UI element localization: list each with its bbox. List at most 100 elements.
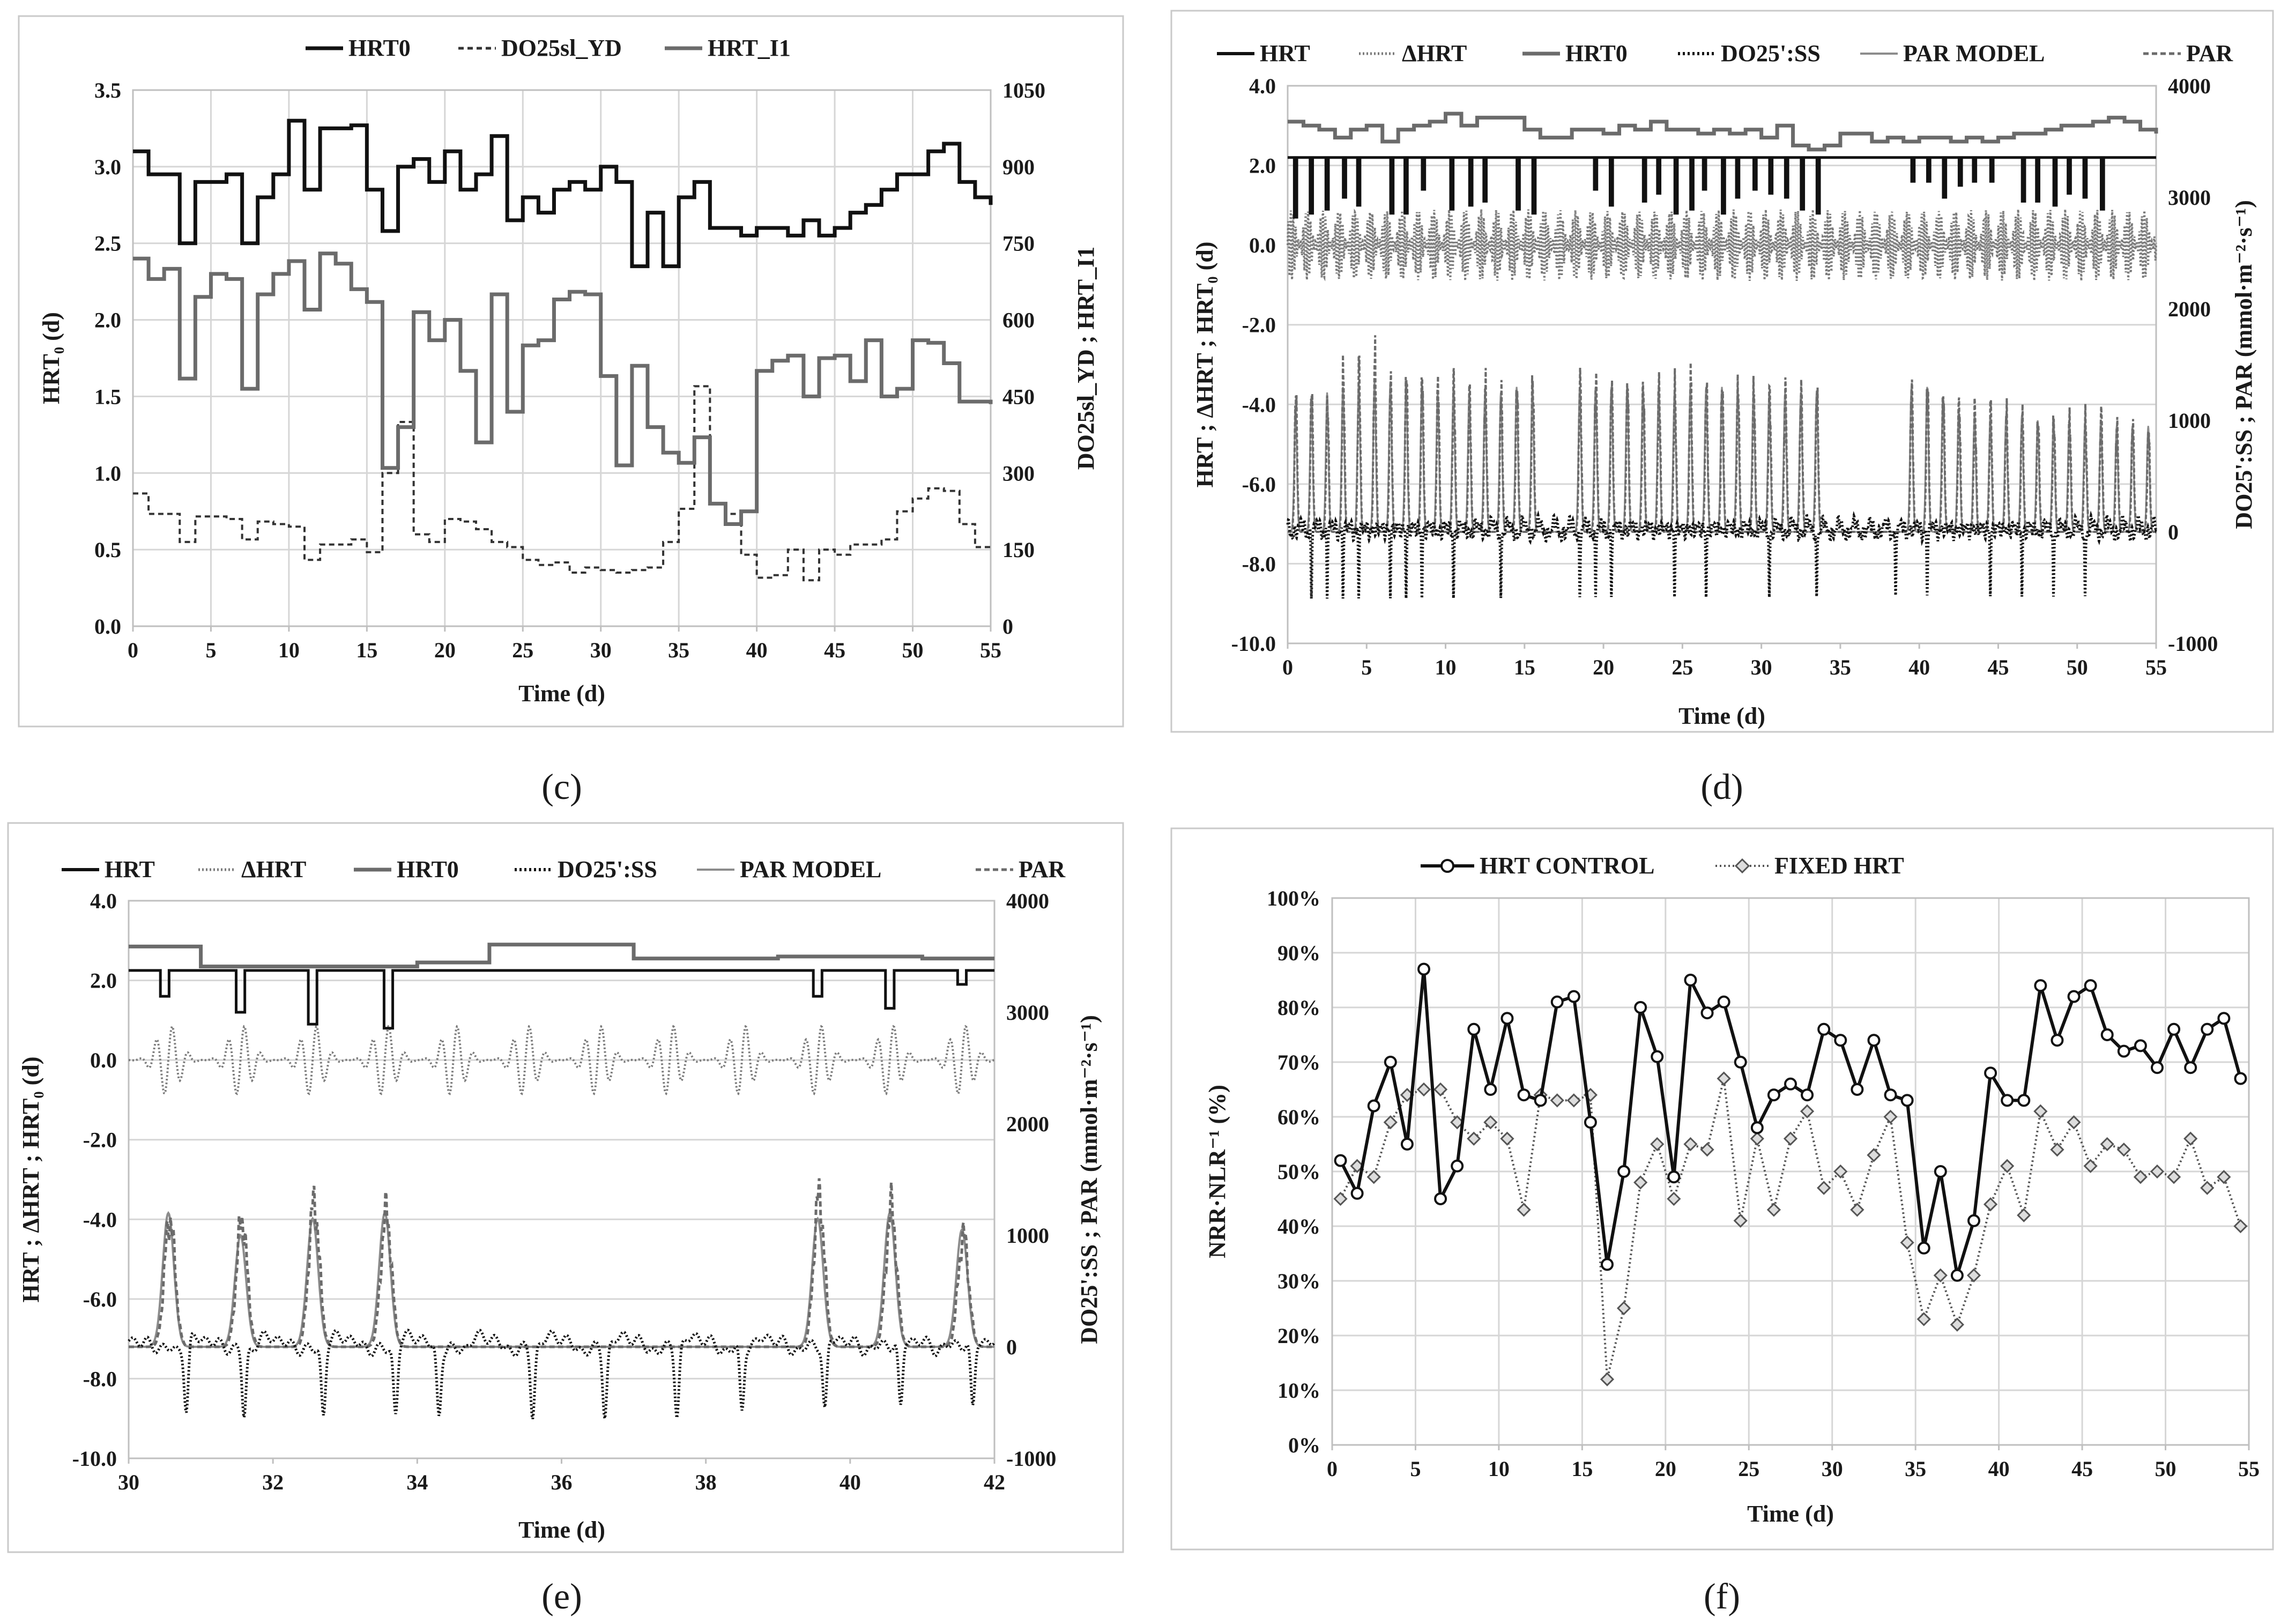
point-fixed-hrt xyxy=(1766,1203,1781,1217)
point-hrt-control xyxy=(1467,1022,1481,1036)
point-fixed-hrt xyxy=(1616,1301,1631,1316)
panel-d-plot-area xyxy=(1287,85,2157,644)
legend-marker-fixed-hrt xyxy=(1734,858,1750,874)
legend-label-par-model-e: PAR MODEL xyxy=(740,856,881,883)
y-tick-label: 0.0 xyxy=(94,614,121,639)
point-hrt-control xyxy=(1934,1165,1947,1178)
point-hrt-control xyxy=(1967,1214,1980,1227)
y-tick-label: -4.0 xyxy=(83,1207,117,1232)
panel-e: HRT ΔHRT HRT0 DO25':SS PAR MODEL PAR -10… xyxy=(7,822,1124,1616)
point-hrt-control xyxy=(1434,1192,1447,1205)
series-do25sl-yd xyxy=(133,385,992,582)
point-fixed-hrt xyxy=(1950,1317,1965,1332)
panel-e-xlabel: Time (d) xyxy=(518,1517,605,1543)
x-tick-label: 40 xyxy=(1988,1457,2010,1481)
point-fixed-hrt xyxy=(2217,1170,2231,1184)
point-hrt-control xyxy=(1367,1099,1380,1113)
point-fixed-hrt xyxy=(1966,1268,1981,1282)
point-fixed-hrt xyxy=(1667,1191,1681,1206)
x-tick-label: 35 xyxy=(668,638,689,662)
point-fixed-hrt xyxy=(1333,1191,1348,1206)
y-tick-label: 2.0 xyxy=(1249,154,1276,178)
panel-c-frame xyxy=(18,15,1124,728)
x-tick-label: 20 xyxy=(1593,655,1614,679)
y-tick-label: -4.0 xyxy=(1242,392,1276,417)
y-tick-label: 4.0 xyxy=(90,889,117,913)
point-hrt-control xyxy=(1717,995,1730,1008)
panel-f-xlabel: Time (d) xyxy=(1747,1501,1834,1527)
point-fixed-hrt xyxy=(2100,1137,2114,1152)
panel-c-y2label: DO25sl_YD ; HRT_I1 xyxy=(1073,247,1099,470)
point-hrt-control xyxy=(1584,1116,1597,1129)
point-fixed-hrt xyxy=(2200,1181,2215,1195)
x-tick-label: 10 xyxy=(278,638,300,662)
legend-label-fixed-hrt: FIXED HRT xyxy=(1774,852,1904,879)
point-hrt-control xyxy=(1950,1269,1964,1282)
x-tick-label: 5 xyxy=(1361,655,1372,679)
point-fixed-hrt xyxy=(1916,1312,1931,1326)
panel-d-legend: HRT ΔHRT HRT0 DO25':SS PAR MODEL PAR xyxy=(1217,40,2233,66)
point-fixed-hrt xyxy=(1483,1115,1498,1130)
x-tick-label: 15 xyxy=(356,638,377,662)
x-tick-label: 40 xyxy=(840,1470,861,1494)
panel-f-frame xyxy=(1170,827,2274,1551)
y2-tick-label: 0 xyxy=(1006,1335,1017,1359)
panel-f-ylabel: NRR·NLR⁻¹ (%) xyxy=(1204,1085,1230,1258)
point-fixed-hrt xyxy=(1467,1131,1481,1146)
y-tick-label: 1.5 xyxy=(94,384,121,409)
y-tick-label: 100% xyxy=(1267,886,1320,910)
point-fixed-hrt xyxy=(1850,1203,1864,1217)
x-tick-label: 20 xyxy=(434,638,456,662)
x-tick-label: 45 xyxy=(824,638,845,662)
legend-label-dhrt-e: ΔHRT xyxy=(241,856,306,883)
panel-c-gridlines xyxy=(132,89,992,627)
point-fixed-hrt xyxy=(1733,1213,1748,1228)
point-fixed-hrt xyxy=(1366,1170,1381,1184)
point-hrt-control xyxy=(1534,1094,1547,1107)
point-hrt-control xyxy=(1851,1083,1864,1096)
point-hrt-control xyxy=(2067,990,2081,1003)
series-hrt0 xyxy=(133,118,993,269)
point-fixed-hrt xyxy=(1750,1131,1764,1146)
point-fixed-hrt xyxy=(2067,1115,2081,1130)
panel-f-tick-labels: 0% 10% 20% 30% 40% 50% 60% 70% 80% 90% 100% 0 5 10 15 2… xyxy=(1267,886,2260,1481)
point-hrt-control xyxy=(2151,1061,2164,1074)
legend-label-dhrt: ΔHRT xyxy=(1402,40,1467,66)
x-tick-label: 40 xyxy=(746,638,768,662)
y-tick-label: 50% xyxy=(1277,1160,1320,1184)
point-hrt-control xyxy=(1601,1258,1614,1271)
point-hrt-control xyxy=(2117,1044,2130,1058)
x-tick-label: 32 xyxy=(262,1470,284,1494)
point-hrt-control xyxy=(1634,1001,1647,1014)
panel-e-gridlines xyxy=(129,900,994,1459)
panel-e-caption: (e) xyxy=(541,1576,582,1616)
y-tick-label: -10.0 xyxy=(1231,632,1276,656)
point-fixed-hrt xyxy=(1683,1137,1698,1152)
y-tick-label: 3.0 xyxy=(94,155,121,179)
point-fixed-hrt xyxy=(1550,1093,1564,1108)
point-hrt-control xyxy=(1334,1154,1347,1167)
x-tick-label: 25 xyxy=(1672,655,1693,679)
point-hrt-control xyxy=(1767,1088,1780,1102)
point-fixed-hrt xyxy=(1833,1164,1848,1179)
panel-f: HRT CONTROL FIXED HRT 0% 10% 20% 30% 40% 50% 6… xyxy=(1170,827,2274,1616)
panel-e-y2label: DO25':SS ; PAR (mmol·m⁻²·s⁻¹) xyxy=(1076,1015,1102,1344)
y-tick-label: 1.0 xyxy=(94,461,121,485)
y2-tick-label: 1000 xyxy=(1006,1223,1049,1248)
y-tick-label: -8.0 xyxy=(1242,552,1276,576)
y-tick-label: 40% xyxy=(1277,1214,1320,1239)
x-tick-label: 35 xyxy=(1905,1457,1926,1481)
x-tick-label: 40 xyxy=(1908,655,1930,679)
legend-label-hrt-control: HRT CONTROL xyxy=(1480,852,1654,879)
point-hrt-control xyxy=(1567,990,1580,1003)
point-hrt-control xyxy=(1517,1088,1531,1102)
legend-label-hrt-e: HRT xyxy=(105,856,155,883)
point-fixed-hrt xyxy=(1700,1143,1714,1157)
point-hrt-control xyxy=(1617,1165,1631,1178)
series-par-model xyxy=(129,1211,994,1348)
y2-tick-label: 2000 xyxy=(2168,297,2211,321)
legend-label-do25ss-e: DO25':SS xyxy=(558,856,657,883)
x-tick-label: 45 xyxy=(1987,655,2009,679)
y-tick-label: -2.0 xyxy=(83,1128,117,1152)
point-hrt-control xyxy=(1350,1187,1364,1200)
